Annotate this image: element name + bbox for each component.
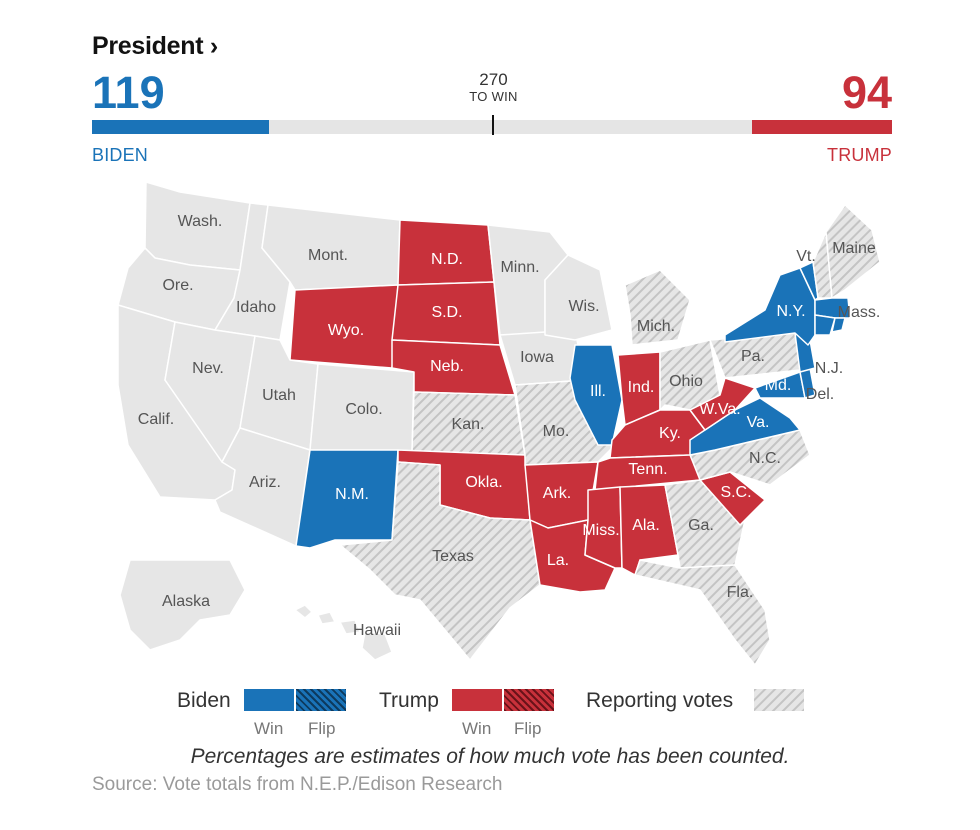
page-title[interactable]: President ›: [92, 32, 218, 61]
label-wi: Wis.: [568, 298, 599, 315]
state-hi-4[interactable]: [361, 631, 393, 661]
legend-biden-label: Biden: [177, 689, 231, 712]
state-il[interactable]: [569, 344, 623, 446]
legend-biden-flip-swatch: [296, 689, 346, 711]
label-id: Idaho: [236, 299, 276, 316]
label-ks: Kan.: [452, 416, 485, 433]
chevron-right-icon: ›: [209, 32, 218, 60]
label-al: Ala.: [632, 517, 660, 534]
label-nv: Nev.: [192, 360, 224, 377]
legend-reporting-label: Reporting votes: [586, 689, 734, 712]
biden-electoral-votes: 119: [92, 67, 165, 118]
state-hi-2[interactable]: [317, 611, 336, 625]
label-oh: Ohio: [669, 373, 703, 390]
legend-trump-flip-label: Flip: [514, 719, 542, 738]
legend-trump-flip-swatch: [504, 689, 554, 711]
trump-name: TRUMP: [827, 145, 892, 165]
estimate-note: Percentages are estimates of how much vo…: [190, 745, 790, 768]
legend-biden-win-swatch: [244, 689, 294, 711]
label-in: Ind.: [628, 379, 655, 396]
label-sc: S.C.: [720, 484, 751, 501]
label-mn: Minn.: [500, 259, 539, 276]
to-win-marker: 270 TO WIN: [443, 71, 543, 105]
label-ar: Ark.: [543, 485, 571, 502]
legend-trump-label: Trump: [379, 689, 439, 712]
to-win-label: TO WIN: [469, 89, 518, 104]
label-ma: Mass.: [838, 304, 881, 321]
to-win-tick: [492, 115, 495, 135]
biden-bar-fill: [92, 120, 269, 134]
label-tx: Texas: [432, 548, 474, 565]
label-fl: Fla.: [727, 584, 754, 601]
state-ri[interactable]: [831, 317, 846, 333]
state-fl[interactable]: [634, 559, 771, 666]
state-wi[interactable]: [544, 254, 613, 341]
label-or: Ore.: [162, 277, 193, 294]
label-ga: Ga.: [688, 517, 714, 534]
label-wv: W.Va.: [699, 401, 741, 418]
label-il: Ill.: [590, 383, 606, 400]
label-pa: Pa.: [741, 348, 765, 365]
trump-bar-fill: [752, 120, 892, 134]
label-vt: Vt.: [796, 248, 816, 265]
legend-biden-win-label: Win: [254, 719, 284, 738]
source-credit: Source: Vote totals from N.E.P./Edison R…: [92, 774, 503, 795]
label-me: Maine: [832, 240, 876, 257]
label-mi: Mich.: [637, 318, 675, 335]
label-nm: N.M.: [335, 486, 369, 503]
legend-reporting-swatch: [754, 689, 804, 711]
state-ct[interactable]: [814, 314, 836, 336]
label-nc: N.C.: [749, 450, 781, 467]
legend-trump-win-swatch: [452, 689, 502, 711]
legend-biden-flip-label: Flip: [308, 719, 336, 738]
label-de: Del.: [806, 386, 834, 403]
legend-trump-win-label: Win: [462, 719, 492, 738]
label-la: La.: [547, 552, 569, 569]
label-nd: N.D.: [431, 251, 463, 268]
label-co: Colo.: [345, 401, 382, 418]
label-wy: Wyo.: [328, 322, 364, 339]
state-hi[interactable]: [294, 604, 313, 619]
label-ut: Utah: [262, 387, 296, 404]
label-ny: N.Y.: [776, 303, 805, 320]
label-mt: Mont.: [308, 247, 348, 264]
state-mi[interactable]: [624, 269, 691, 346]
label-wa: Wash.: [178, 213, 223, 230]
electoral-vote-bar: [92, 115, 892, 135]
label-ca: Calif.: [138, 411, 174, 428]
label-ne: Neb.: [430, 358, 464, 375]
label-sd: S.D.: [431, 304, 462, 321]
label-md: Md.: [765, 377, 792, 394]
label-nj: N.J.: [815, 360, 843, 377]
biden-name: BIDEN: [92, 145, 149, 165]
label-mo: Mo.: [543, 423, 570, 440]
label-ia: Iowa: [520, 349, 554, 366]
label-va: Va.: [747, 414, 770, 431]
page-title-text: President: [92, 32, 204, 60]
trump-electoral-votes: 94: [841, 67, 892, 118]
state-ak[interactable]: [119, 559, 246, 651]
label-hi: Hawaii: [353, 622, 401, 639]
state-va[interactable]: [689, 397, 801, 456]
state-hi-3[interactable]: [339, 619, 361, 635]
label-ms: Miss.: [582, 522, 619, 539]
label-ok: Okla.: [465, 474, 502, 491]
to-win-number: 270: [479, 70, 508, 89]
state-tx[interactable]: [339, 461, 541, 661]
label-ak: Alaska: [162, 593, 210, 610]
map-legend: Biden Win Flip Trump Win Flip Reporting …: [0, 686, 980, 746]
label-ky: Ky.: [659, 425, 681, 442]
label-az: Ariz.: [249, 474, 281, 491]
state-md[interactable]: [754, 371, 806, 399]
label-tn: Tenn.: [628, 461, 667, 478]
